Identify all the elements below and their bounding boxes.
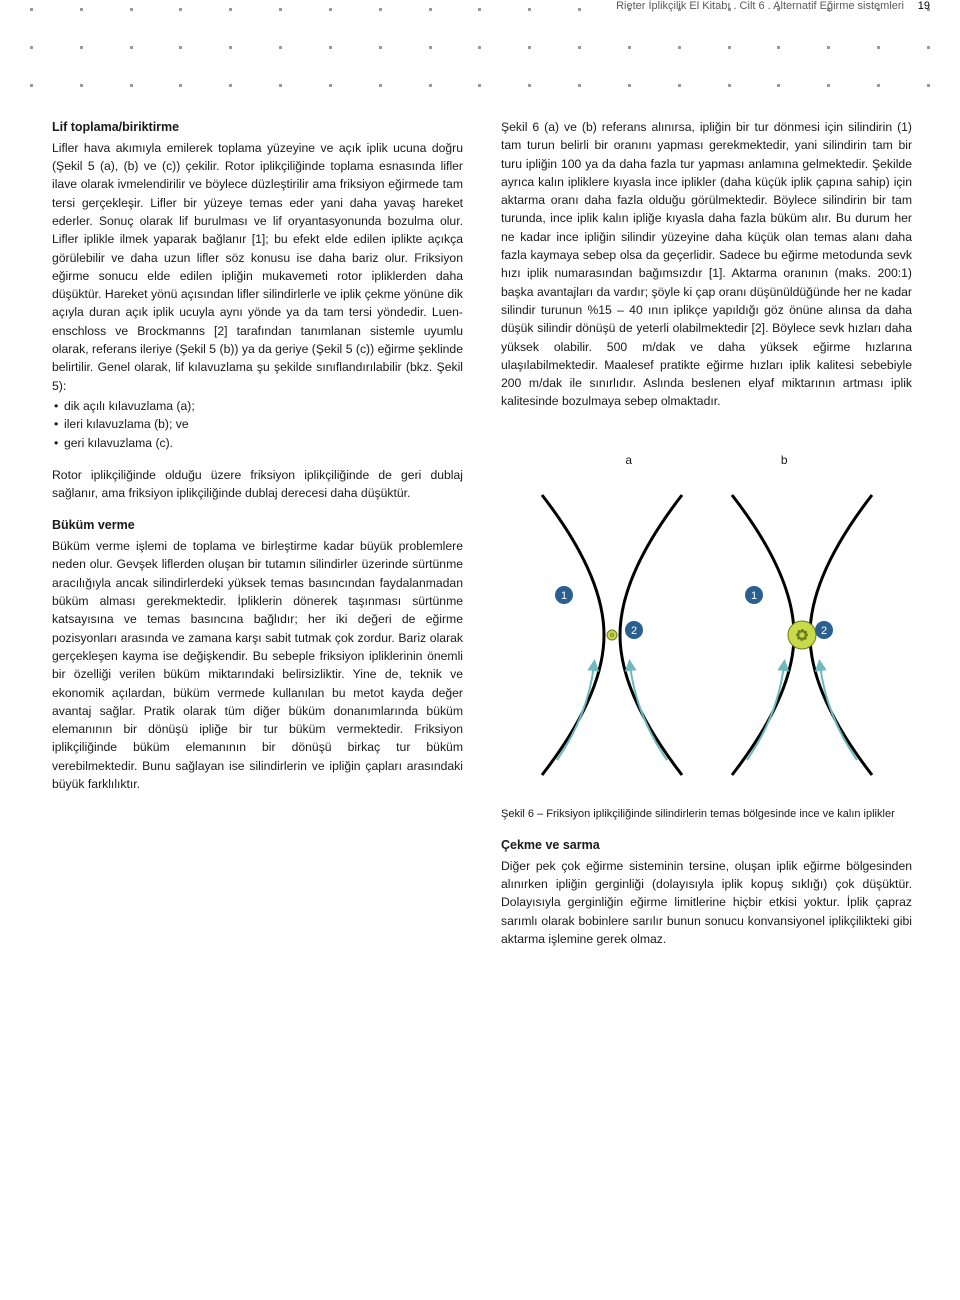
bullet-item: geri kılavuzlama (c). xyxy=(54,434,463,452)
figure-label-a: a xyxy=(625,451,632,469)
dot-row xyxy=(30,46,930,49)
bullet-item: dik açılı kılavuzlama (a); xyxy=(54,397,463,415)
heading-lif-toplama: Lif toplama/biriktirme xyxy=(52,118,463,137)
heading-cekme: Çekme ve sarma xyxy=(501,836,912,855)
svg-text:2: 2 xyxy=(820,625,826,637)
page-content: Lif toplama/biriktirme Lifler hava akımı… xyxy=(52,118,912,948)
figure-6-caption: Şekil 6 – Friksiyon iplikçiliğinde silin… xyxy=(501,807,912,822)
svg-text:1: 1 xyxy=(750,590,756,602)
dot-row xyxy=(30,84,930,87)
figure-labels: a b xyxy=(501,451,912,469)
paragraph: Rotor iplikçiliğinde olduğu üzere friksi… xyxy=(52,466,463,503)
left-column: Lif toplama/biriktirme Lifler hava akımı… xyxy=(52,118,463,948)
right-column: Şekil 6 (a) ve (b) referans alınırsa, ip… xyxy=(501,118,912,948)
svg-text:2: 2 xyxy=(630,625,636,637)
figure-label-b: b xyxy=(781,451,788,469)
bullet-item: ileri kılavuzlama (b); ve xyxy=(54,415,463,433)
paragraph: Büküm verme işlemi de toplama ve birleşt… xyxy=(52,537,463,793)
figure-6-svg: 1 2 1 2 xyxy=(507,475,907,795)
paragraph: Şekil 6 (a) ve (b) referans alınırsa, ip… xyxy=(501,118,912,411)
running-header: Rieter İplikçilik El Kitabı . Cilt 6 . A… xyxy=(616,0,904,12)
paragraph: Lifler hava akımıyla emilerek toplama yü… xyxy=(52,139,463,395)
figure-6: a b 1 2 1 2 xyxy=(501,451,912,795)
paragraph: Diğer pek çok eğirme sisteminin tersine,… xyxy=(501,857,912,948)
bullet-list: dik açılı kılavuzlama (a); ileri kılavuz… xyxy=(54,397,463,452)
svg-text:1: 1 xyxy=(560,590,566,602)
page-number: 19 xyxy=(918,0,930,12)
heading-bukum: Büküm verme xyxy=(52,516,463,535)
